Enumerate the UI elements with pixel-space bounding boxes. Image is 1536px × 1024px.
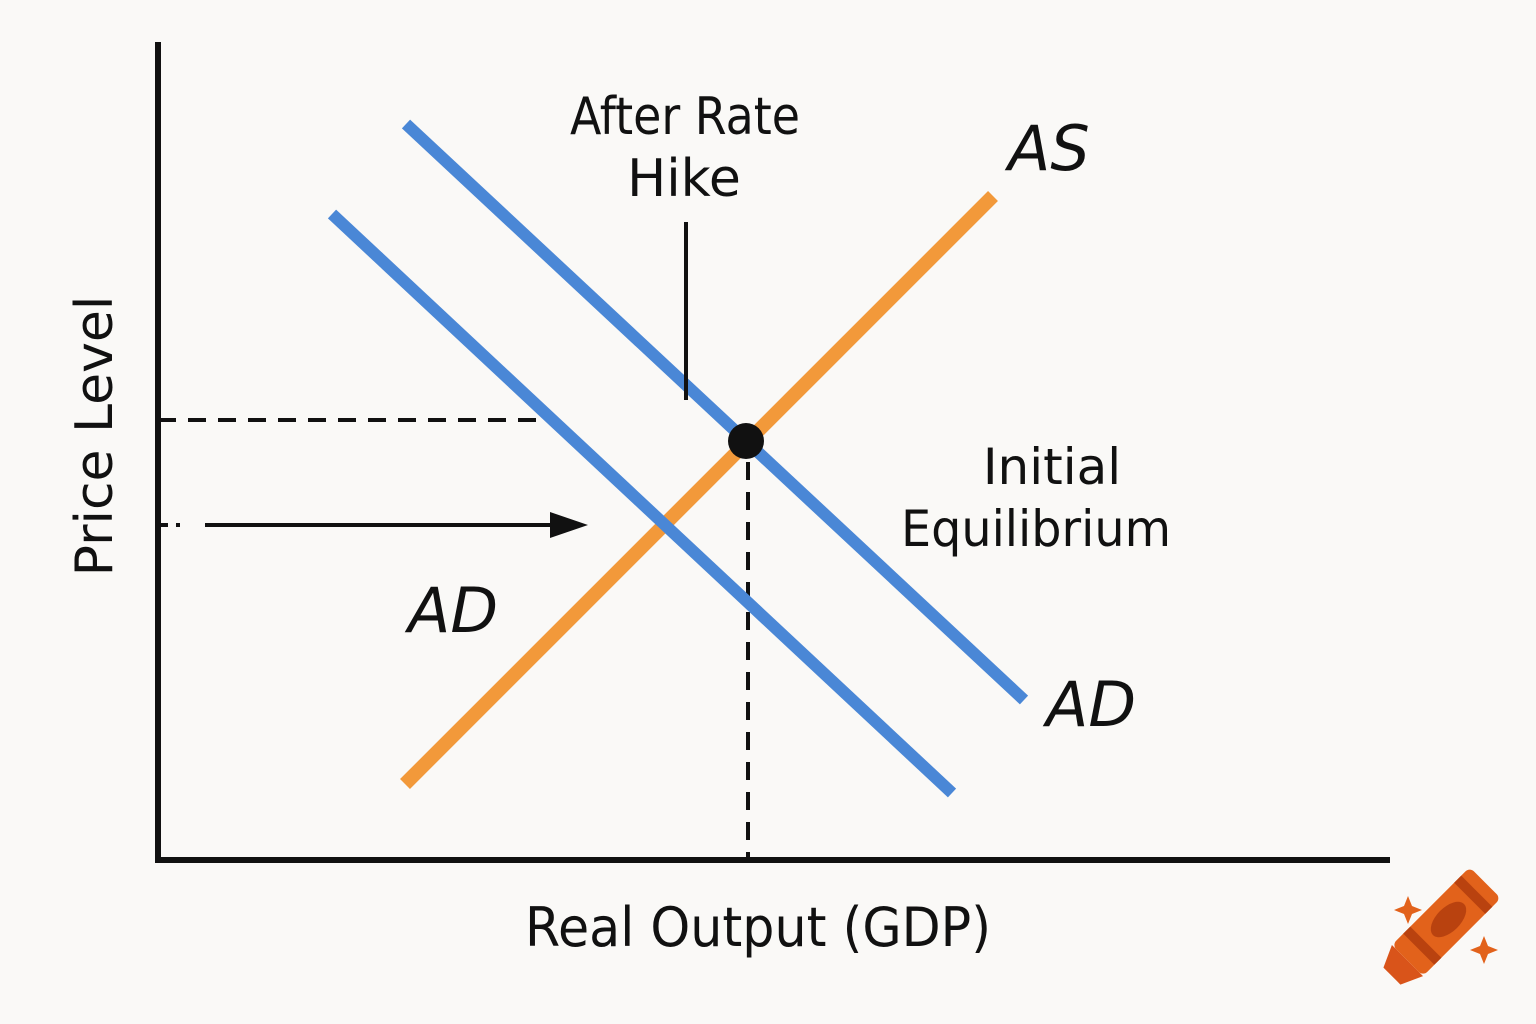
- as-curve: [400, 191, 998, 789]
- initial-equilibrium-label: Initial: [983, 438, 1121, 496]
- y-axis-label: Price Level: [65, 296, 125, 577]
- crayon-icon: [1383, 869, 1499, 985]
- ad-curve-label-right: AD: [1042, 668, 1136, 741]
- equilibrium-point: [728, 423, 764, 459]
- ad-curve-initial: [401, 119, 1029, 705]
- ad-curve-after-hike: [327, 209, 957, 798]
- after-rate-hike-label: After Rate: [570, 87, 800, 147]
- initial-equilibrium-label-line2: Equilibrium: [901, 500, 1171, 558]
- x-axis-label: Real Output (GDP): [525, 896, 991, 959]
- shift-arrow-head: [550, 512, 588, 538]
- ad-curve-label-left: AD: [404, 574, 498, 647]
- as-curve-label: AS: [1004, 112, 1090, 185]
- after-rate-hike-label-line2: Hike: [627, 149, 741, 209]
